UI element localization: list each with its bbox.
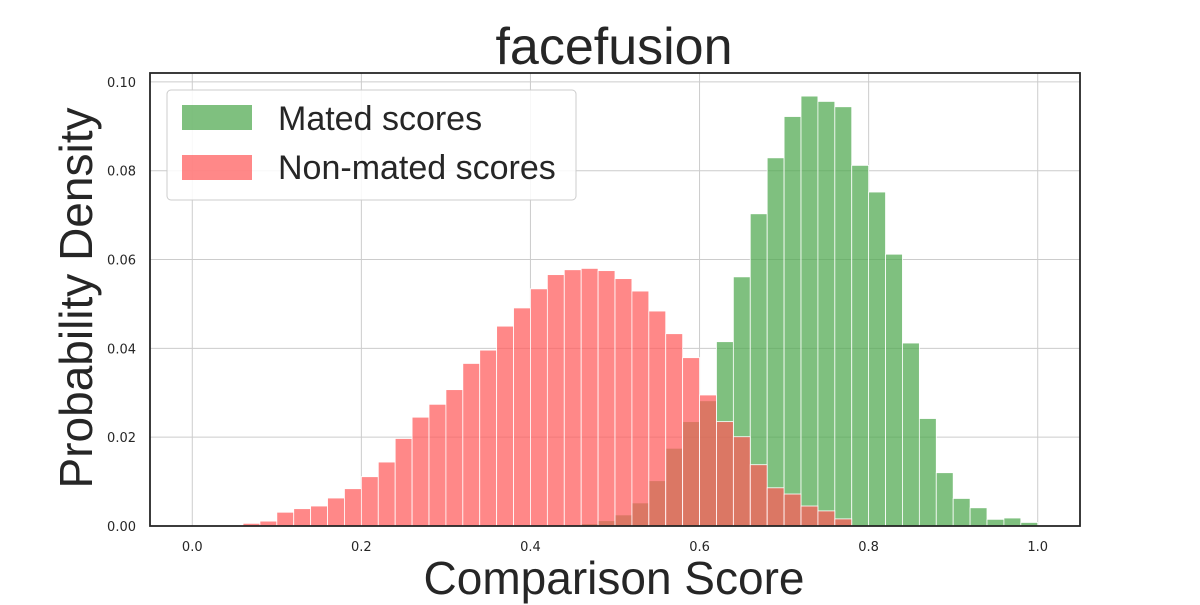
histogram-bar	[969, 507, 988, 527]
histogram-bar	[546, 274, 565, 527]
histogram-bar	[293, 508, 312, 527]
histogram-bar	[327, 497, 345, 527]
x-tick-label: 0.6	[689, 540, 710, 555]
x-tick-label: 0.8	[858, 540, 879, 555]
y-tick-label: 0.00	[107, 520, 136, 535]
histogram-bar	[614, 278, 633, 527]
histogram-bar	[817, 101, 836, 527]
histogram-bar	[749, 464, 768, 527]
legend-swatch-non-mated	[182, 155, 252, 180]
histogram-bar	[377, 461, 396, 527]
y-axis-label: Probability Density	[50, 108, 102, 489]
histogram-bar	[851, 164, 870, 527]
histogram-bar	[783, 116, 802, 527]
y-tick-label: 0.04	[107, 342, 136, 357]
histogram-bar	[428, 403, 447, 527]
histogram-bar	[344, 488, 362, 527]
histogram-bar	[885, 253, 903, 527]
histogram-bar	[563, 269, 582, 527]
histogram-bar	[665, 333, 684, 527]
legend-label-non-mated: Non-mated scores	[278, 149, 556, 187]
series-non-mated	[208, 268, 853, 527]
histogram-bar	[513, 307, 531, 527]
legend-swatch-mated	[182, 105, 252, 130]
histogram-bar	[699, 394, 717, 527]
x-tick-label: 1.0	[1027, 540, 1048, 555]
histogram-bar	[648, 310, 667, 527]
histogram-bar	[597, 270, 616, 527]
histogram-bar	[783, 493, 802, 527]
y-tick-label: 0.06	[107, 254, 136, 269]
x-axis-label: Comparison Score	[424, 552, 805, 604]
histogram-bar	[1003, 517, 1022, 527]
histogram-bar	[445, 389, 464, 527]
histogram-bar	[479, 349, 498, 527]
histogram-bar	[411, 416, 430, 527]
y-tick-label: 0.02	[107, 431, 136, 446]
histogram-bar	[986, 518, 1005, 527]
y-tick-labels: 0.00 0.02 0.04 0.06 0.08 0.10	[107, 76, 136, 535]
histogram-bars	[208, 95, 1039, 527]
y-tick-label: 0.10	[107, 76, 136, 91]
histogram-bar	[716, 421, 734, 527]
x-tick-labels: 0.0 0.2 0.4 0.6 0.8 1.0	[182, 540, 1048, 555]
histogram-bar	[902, 342, 920, 527]
histogram-bar	[682, 357, 700, 527]
legend-label-mated: Mated scores	[278, 100, 482, 138]
histogram-bar	[935, 472, 954, 527]
x-tick-label: 0.4	[520, 540, 541, 555]
y-tick-label: 0.08	[107, 165, 136, 180]
histogram-bar	[834, 518, 853, 527]
x-tick-label: 0.2	[351, 540, 372, 555]
histogram-bar	[952, 498, 971, 527]
histogram-bar	[918, 418, 937, 527]
histogram-bar	[631, 290, 650, 527]
histogram-bar	[462, 363, 481, 527]
histogram-bar	[817, 510, 836, 527]
histogram-bar	[800, 505, 819, 527]
histogram-bar	[310, 505, 328, 527]
histogram-bar	[834, 106, 853, 527]
histogram-bar	[360, 476, 379, 527]
histogram-bar	[496, 325, 514, 527]
histogram-bar	[766, 157, 785, 527]
x-tick-label: 0.0	[182, 540, 203, 555]
chart-title: facefusion	[495, 18, 732, 76]
histogram-bar	[530, 288, 548, 527]
histogram-bar	[732, 436, 751, 527]
legend: Mated scores Non-mated scores	[166, 89, 577, 201]
plot-frame	[149, 72, 1081, 527]
legend-box	[166, 89, 577, 201]
histogram-bar	[766, 487, 785, 527]
histogram-bar	[868, 191, 886, 527]
histogram-bar	[580, 268, 599, 527]
histogram-bar	[276, 511, 295, 527]
histogram-bar	[394, 438, 413, 527]
histogram-bar	[800, 95, 819, 527]
